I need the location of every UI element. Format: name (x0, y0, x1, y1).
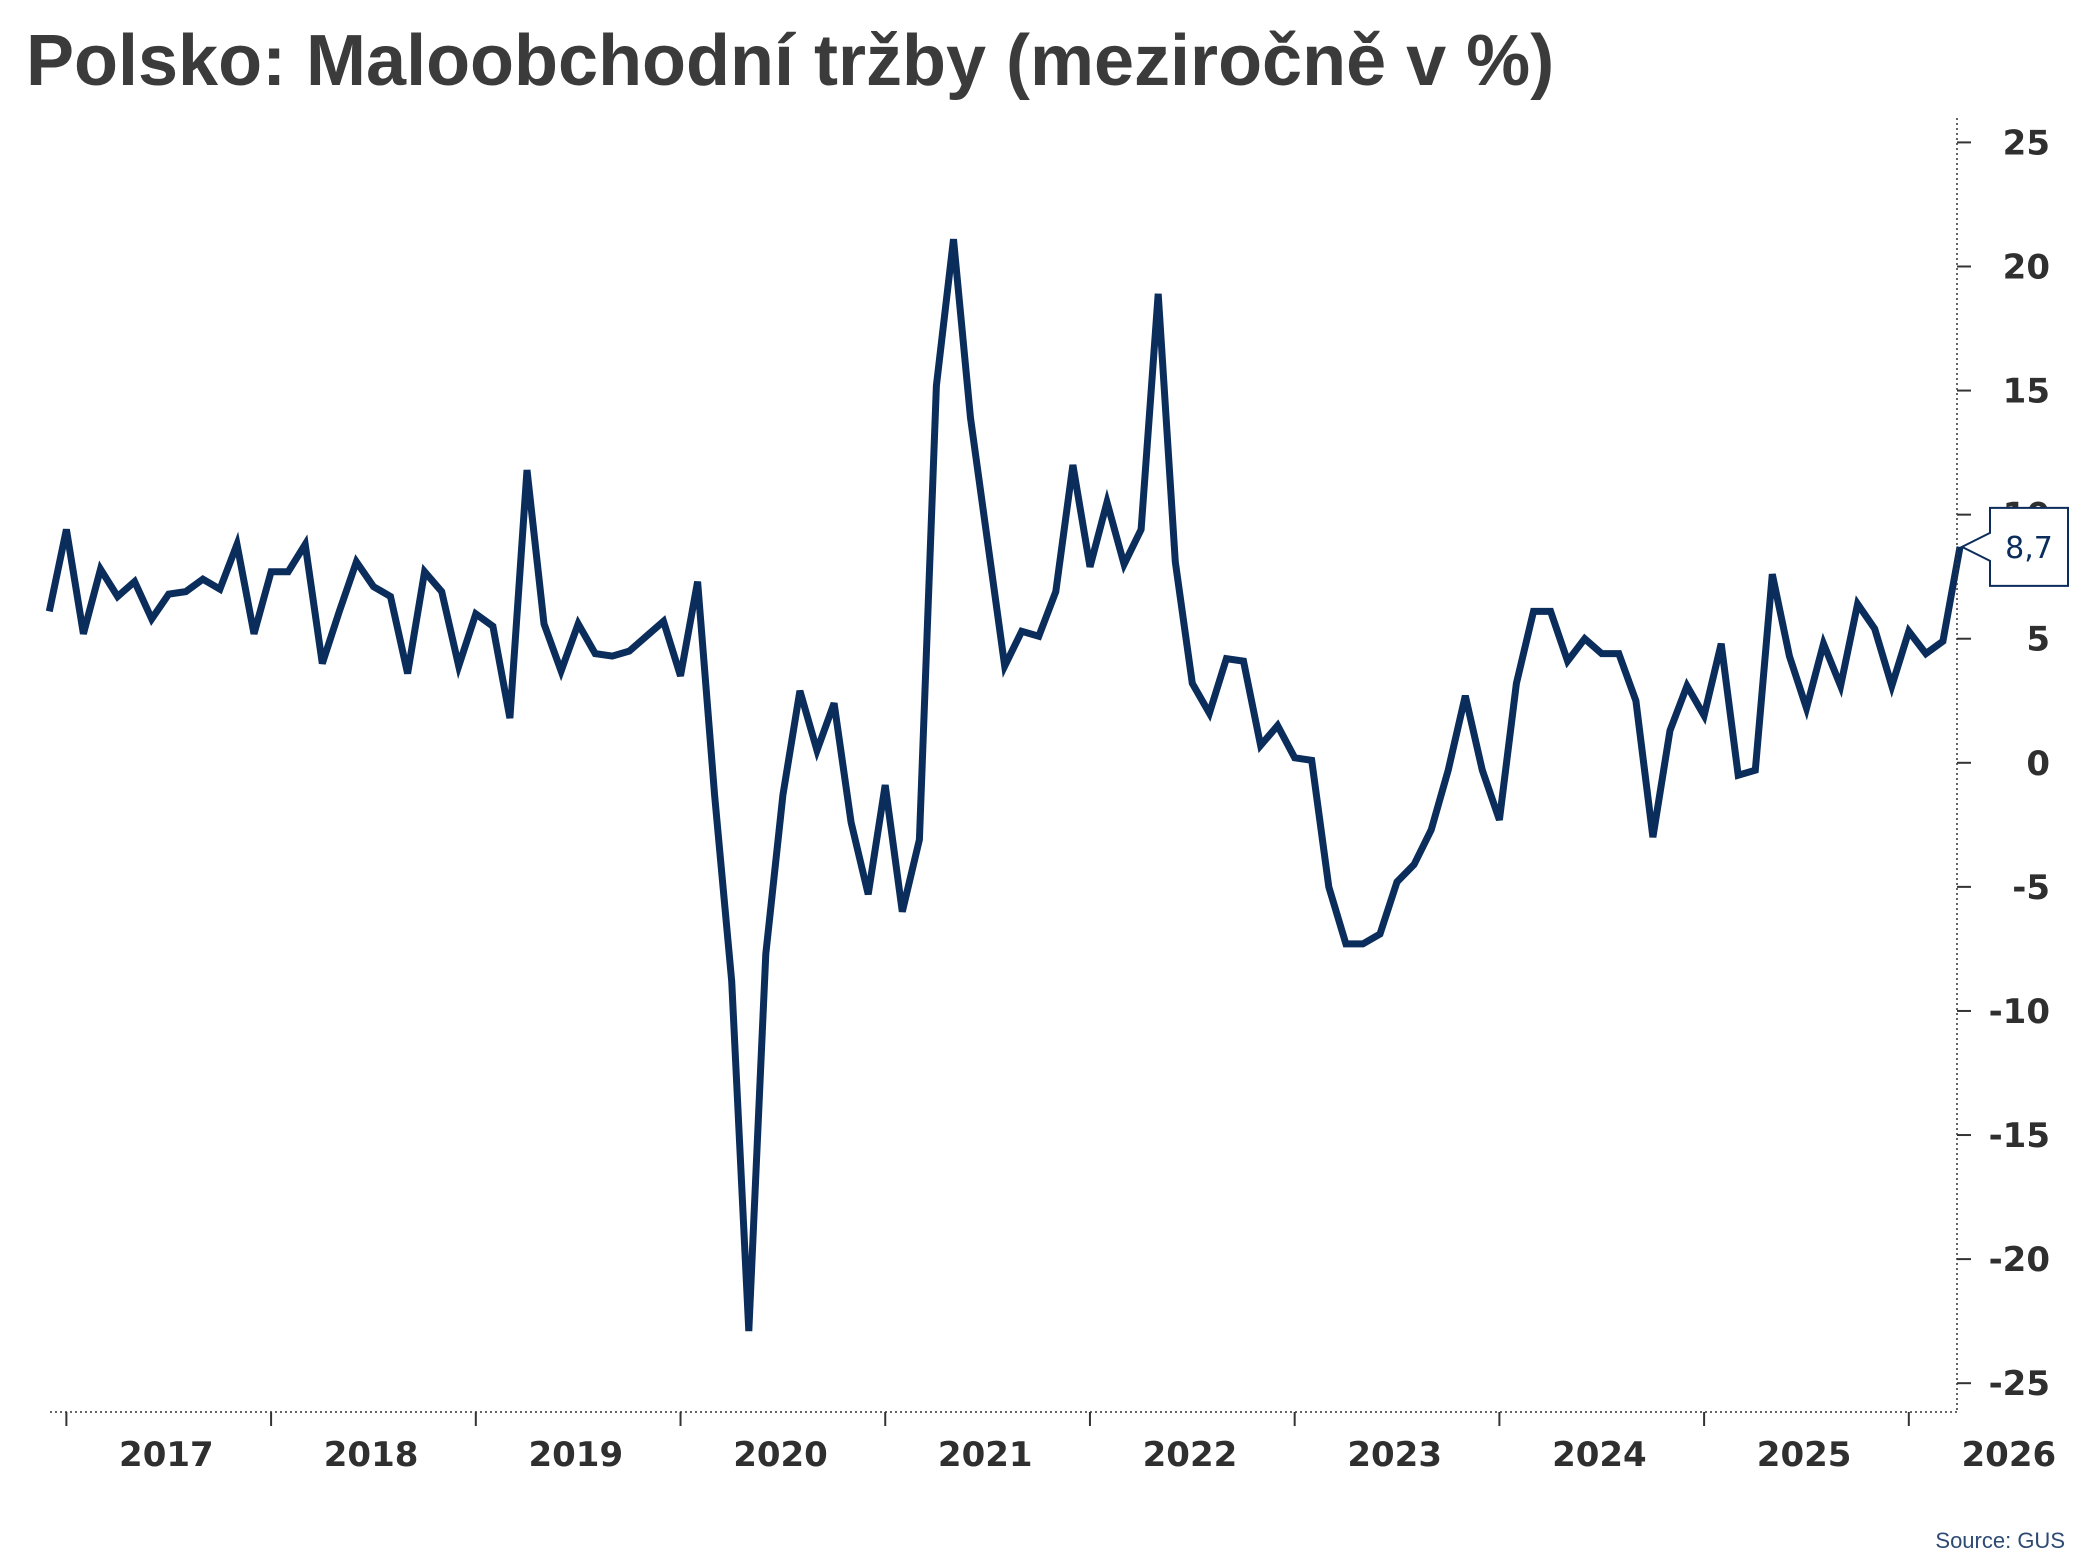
series-line-group (45, 238, 1964, 1332)
y-tick-label: 25 (2003, 123, 2050, 163)
y-tick-label: 5 (2026, 620, 2050, 660)
x-tick-label: 2026 (1962, 1435, 2057, 1475)
chart-title: Polsko: Maloobchodní tržby (meziročně v … (26, 21, 1555, 101)
y-tick-label: -20 (1989, 1240, 2050, 1280)
x-tick-label: 2024 (1552, 1435, 1647, 1475)
x-tick-label: 2018 (324, 1435, 419, 1475)
y-tick-label: 20 (2003, 247, 2050, 287)
x-tick-label: 2022 (1143, 1435, 1238, 1475)
y-tick-label: -10 (1989, 992, 2050, 1032)
series-line (45, 238, 1964, 1332)
y-axis: 2520151050-5-10-15-20-25 (1956, 118, 2050, 1412)
callout-value: 8,7 (2005, 531, 2053, 566)
x-tick-label: 2020 (733, 1435, 828, 1475)
y-tick-label: -15 (1989, 1116, 2050, 1156)
x-tick-label: 2019 (528, 1435, 623, 1475)
y-tick-label: 15 (2003, 372, 2050, 412)
x-axis: 2017 2018 2019 2020 2021 2022 2023 2024 2025 2026 (50, 1411, 2057, 1475)
source-note: Source: GUS (1935, 1528, 2065, 1553)
callout-box (1959, 506, 2069, 587)
last-value-callout: 8,7 (1959, 506, 2069, 587)
x-tick-label: 2021 (938, 1435, 1033, 1475)
y-tick-label: -5 (2012, 868, 2050, 908)
y-tick-label: 0 (2026, 744, 2050, 784)
x-tick-label: 2023 (1347, 1435, 1442, 1475)
x-tick-label: 2025 (1757, 1435, 1852, 1475)
y-tick-label: -25 (1989, 1364, 2050, 1404)
x-tick-label: 2017 (119, 1435, 214, 1475)
